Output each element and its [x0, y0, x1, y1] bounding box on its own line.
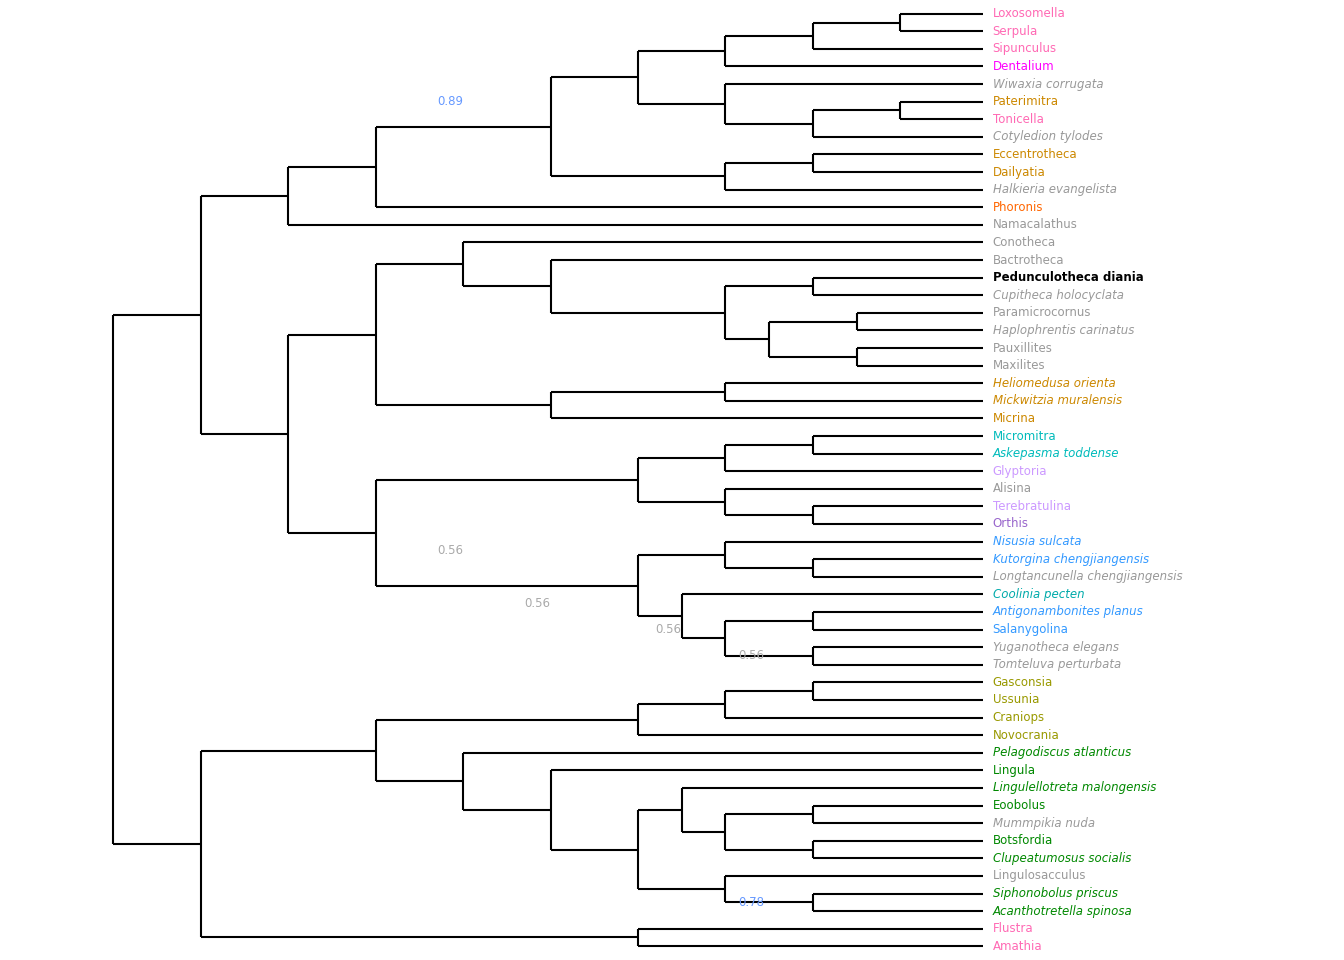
Text: Salanygolina: Salanygolina	[993, 623, 1068, 636]
Text: Antigonambonites planus: Antigonambonites planus	[993, 606, 1144, 618]
Text: Craniops: Craniops	[993, 711, 1044, 724]
Text: Lingulosacculus: Lingulosacculus	[993, 870, 1086, 882]
Text: Longtancunella chengjiangensis: Longtancunella chengjiangensis	[993, 570, 1183, 584]
Text: Orthis: Orthis	[993, 517, 1028, 531]
Text: Lingulellotreta malongensis: Lingulellotreta malongensis	[993, 781, 1156, 795]
Text: 0.89: 0.89	[437, 95, 464, 108]
Text: Botsfordia: Botsfordia	[993, 834, 1052, 848]
Text: Mickwitzia muralensis: Mickwitzia muralensis	[993, 395, 1122, 407]
Text: Ussunia: Ussunia	[993, 693, 1039, 707]
Text: Eoobolus: Eoobolus	[993, 799, 1046, 812]
Text: Pauxillites: Pauxillites	[993, 342, 1052, 354]
Text: Cotyledion tylodes: Cotyledion tylodes	[993, 131, 1102, 143]
Text: Heliomedusa orienta: Heliomedusa orienta	[993, 376, 1116, 390]
Text: Sipunculus: Sipunculus	[993, 42, 1056, 56]
Text: Paterimitra: Paterimitra	[993, 95, 1059, 108]
Text: Haplophrentis carinatus: Haplophrentis carinatus	[993, 324, 1134, 337]
Text: Nisusia sulcata: Nisusia sulcata	[993, 535, 1081, 548]
Text: 0.56: 0.56	[524, 597, 551, 610]
Text: Halkieria evangelista: Halkieria evangelista	[993, 183, 1117, 196]
Text: Bactrotheca: Bactrotheca	[993, 253, 1064, 267]
Text: Eccentrotheca: Eccentrotheca	[993, 148, 1078, 161]
Text: Glyptoria: Glyptoria	[993, 465, 1047, 478]
Text: 0.56: 0.56	[656, 623, 681, 636]
Text: Flustra: Flustra	[993, 923, 1034, 935]
Text: Loxosomella: Loxosomella	[993, 8, 1066, 20]
Text: Alisina: Alisina	[993, 482, 1032, 495]
Text: Cupitheca holocyclata: Cupitheca holocyclata	[993, 289, 1124, 301]
Text: Maxilites: Maxilites	[993, 359, 1046, 372]
Text: Pelagodiscus atlanticus: Pelagodiscus atlanticus	[993, 746, 1132, 759]
Text: 0.78: 0.78	[738, 896, 765, 909]
Text: Acanthotretella spinosa: Acanthotretella spinosa	[993, 904, 1133, 918]
Text: Novocrania: Novocrania	[993, 729, 1059, 742]
Text: Askepasma toddense: Askepasma toddense	[993, 447, 1120, 460]
Text: Phoronis: Phoronis	[993, 201, 1043, 214]
Text: Dailyatia: Dailyatia	[993, 165, 1046, 179]
Text: Lingula: Lingula	[993, 764, 1036, 777]
Text: Conotheca: Conotheca	[993, 236, 1056, 249]
Text: Dentalium: Dentalium	[993, 60, 1054, 73]
Text: 0.56: 0.56	[738, 650, 765, 662]
Text: Kutorgina chengjiangensis: Kutorgina chengjiangensis	[993, 553, 1149, 565]
Text: Micrina: Micrina	[993, 412, 1036, 425]
Text: Tonicella: Tonicella	[993, 112, 1043, 126]
Text: Namacalathus: Namacalathus	[993, 218, 1078, 231]
Text: Mummpikia nuda: Mummpikia nuda	[993, 817, 1095, 829]
Text: Gasconsia: Gasconsia	[993, 676, 1052, 689]
Text: 0.56: 0.56	[437, 544, 464, 557]
Text: Micromitra: Micromitra	[993, 429, 1056, 443]
Text: Coolinia pecten: Coolinia pecten	[993, 588, 1085, 601]
Text: Pedunculotheca diania: Pedunculotheca diania	[993, 271, 1144, 284]
Text: Paramicrocornus: Paramicrocornus	[993, 306, 1091, 320]
Text: Tomteluva perturbata: Tomteluva perturbata	[993, 659, 1121, 671]
Text: Amathia: Amathia	[993, 940, 1043, 952]
Text: Wiwaxia corrugata: Wiwaxia corrugata	[993, 78, 1103, 90]
Text: Yuganotheca elegans: Yuganotheca elegans	[993, 640, 1118, 654]
Text: Terebratulina: Terebratulina	[993, 500, 1071, 513]
Text: Clupeatumosus socialis: Clupeatumosus socialis	[993, 852, 1132, 865]
Text: Serpula: Serpula	[993, 25, 1038, 37]
Text: Siphonobolus priscus: Siphonobolus priscus	[993, 887, 1118, 900]
